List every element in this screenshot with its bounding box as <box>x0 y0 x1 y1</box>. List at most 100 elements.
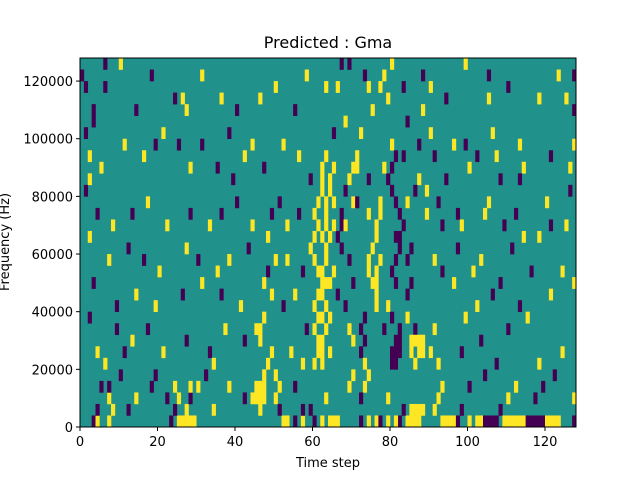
x-tick-label: 0 <box>76 435 84 450</box>
heatmap-cell <box>359 323 364 336</box>
heatmap-cell <box>401 81 406 93</box>
heatmap-cell <box>328 346 333 359</box>
heatmap-cell <box>103 357 108 370</box>
heatmap-cell <box>517 415 523 428</box>
heatmap-cell <box>409 415 414 428</box>
heatmap-cell <box>506 81 511 93</box>
y-tick-label: 20000 <box>32 363 73 378</box>
heatmap-cell <box>324 392 329 405</box>
heatmap-cell <box>254 380 259 393</box>
heatmap-cell <box>393 230 399 243</box>
heatmap-cell <box>459 219 464 232</box>
heatmap-cell <box>308 242 313 255</box>
heatmap-cell <box>366 265 371 278</box>
x-tick-label: 80 <box>382 435 399 450</box>
heatmap-cell <box>525 311 530 324</box>
heatmap-cell <box>95 403 100 416</box>
heatmap-cell <box>126 403 131 416</box>
heatmap-cell <box>188 415 193 428</box>
heatmap-cell <box>149 69 154 82</box>
heatmap-cell <box>211 357 216 370</box>
heatmap-cell <box>304 323 309 336</box>
heatmap-cell <box>312 357 317 370</box>
heatmap-cell <box>320 173 325 186</box>
heatmap-cell <box>134 288 139 301</box>
heatmap-cell <box>161 346 166 359</box>
heatmap-cell <box>467 161 472 174</box>
heatmap-cell <box>386 92 391 105</box>
heatmap-cell <box>103 81 108 93</box>
heatmap-cell <box>463 311 468 324</box>
heatmap-cell <box>107 380 112 393</box>
heatmap-cell <box>366 369 371 382</box>
heatmap-cell <box>347 58 352 70</box>
heatmap-cell <box>366 173 371 186</box>
heatmap-cell <box>564 92 569 105</box>
heatmap-cell <box>355 196 360 209</box>
heatmap-cell <box>324 207 329 220</box>
heatmap-cell <box>320 334 325 347</box>
heatmap-cell <box>514 380 519 393</box>
heatmap-cell <box>118 369 123 382</box>
heatmap-cell <box>331 415 337 428</box>
heatmap-cell <box>99 161 104 174</box>
heatmap-cell <box>351 369 356 382</box>
heatmap-cell <box>510 242 515 255</box>
heatmap-cell <box>312 415 317 428</box>
heatmap-cell <box>153 138 158 151</box>
heatmap-cell <box>560 346 565 359</box>
heatmap-cell <box>393 150 399 163</box>
heatmap-cell <box>366 415 371 428</box>
heatmap-cell <box>362 357 368 370</box>
heatmap-cell <box>316 265 321 278</box>
heatmap-cell <box>568 184 573 197</box>
heatmap-cell <box>87 311 92 324</box>
heatmap-cell <box>300 357 306 370</box>
heatmap-cell <box>215 265 220 278</box>
heatmap-cell <box>421 334 426 347</box>
heatmap-cell <box>490 415 495 428</box>
heatmap-cell <box>463 58 468 70</box>
heatmap-cell <box>262 392 267 405</box>
heatmap-cell <box>227 127 232 140</box>
heatmap-cell <box>91 115 96 128</box>
heatmap-cell <box>572 277 577 289</box>
heatmap-cell <box>331 161 337 174</box>
y-axis-ticks: 0 20000 40000 60000 80000 100000 120000 <box>23 75 80 436</box>
heatmap-cell <box>475 415 480 428</box>
heatmap-cell <box>277 403 282 416</box>
heatmap-cell <box>339 219 344 232</box>
heatmap-cell <box>537 415 542 428</box>
heatmap-cell <box>413 323 418 336</box>
heatmap-cell <box>273 254 278 266</box>
heatmap-cell <box>413 415 418 428</box>
heatmap-cell <box>452 415 457 428</box>
heatmap-cell <box>413 334 418 347</box>
heatmap-cell <box>165 219 170 232</box>
heatmap-cell <box>440 415 445 428</box>
heatmap-cell <box>359 392 364 405</box>
heatmap-cell <box>269 207 275 220</box>
heatmap-cell <box>91 415 96 428</box>
heatmap-cell <box>382 161 387 174</box>
heatmap-cell <box>486 69 492 82</box>
heatmap-cell <box>246 242 251 255</box>
heatmap-cell <box>393 357 399 370</box>
heatmap-cell <box>552 415 557 428</box>
heatmap-cell <box>320 277 325 289</box>
heatmap-cell <box>87 150 92 163</box>
heatmap-cell <box>188 392 193 405</box>
heatmap-cell <box>343 300 348 312</box>
heatmap-cell <box>397 334 402 347</box>
heatmap-cell <box>328 415 333 428</box>
heatmap-cell <box>548 415 554 428</box>
heatmap-cell <box>312 254 317 266</box>
heatmap-cell <box>467 415 472 428</box>
y-tick-label: 120000 <box>23 75 73 90</box>
heatmap-cell <box>374 415 379 428</box>
heatmap-cell <box>506 323 511 336</box>
heatmap-cell <box>424 207 430 220</box>
heatmap-cell <box>281 300 286 312</box>
heatmap-cell <box>506 392 511 405</box>
heatmap-cell <box>483 207 488 220</box>
